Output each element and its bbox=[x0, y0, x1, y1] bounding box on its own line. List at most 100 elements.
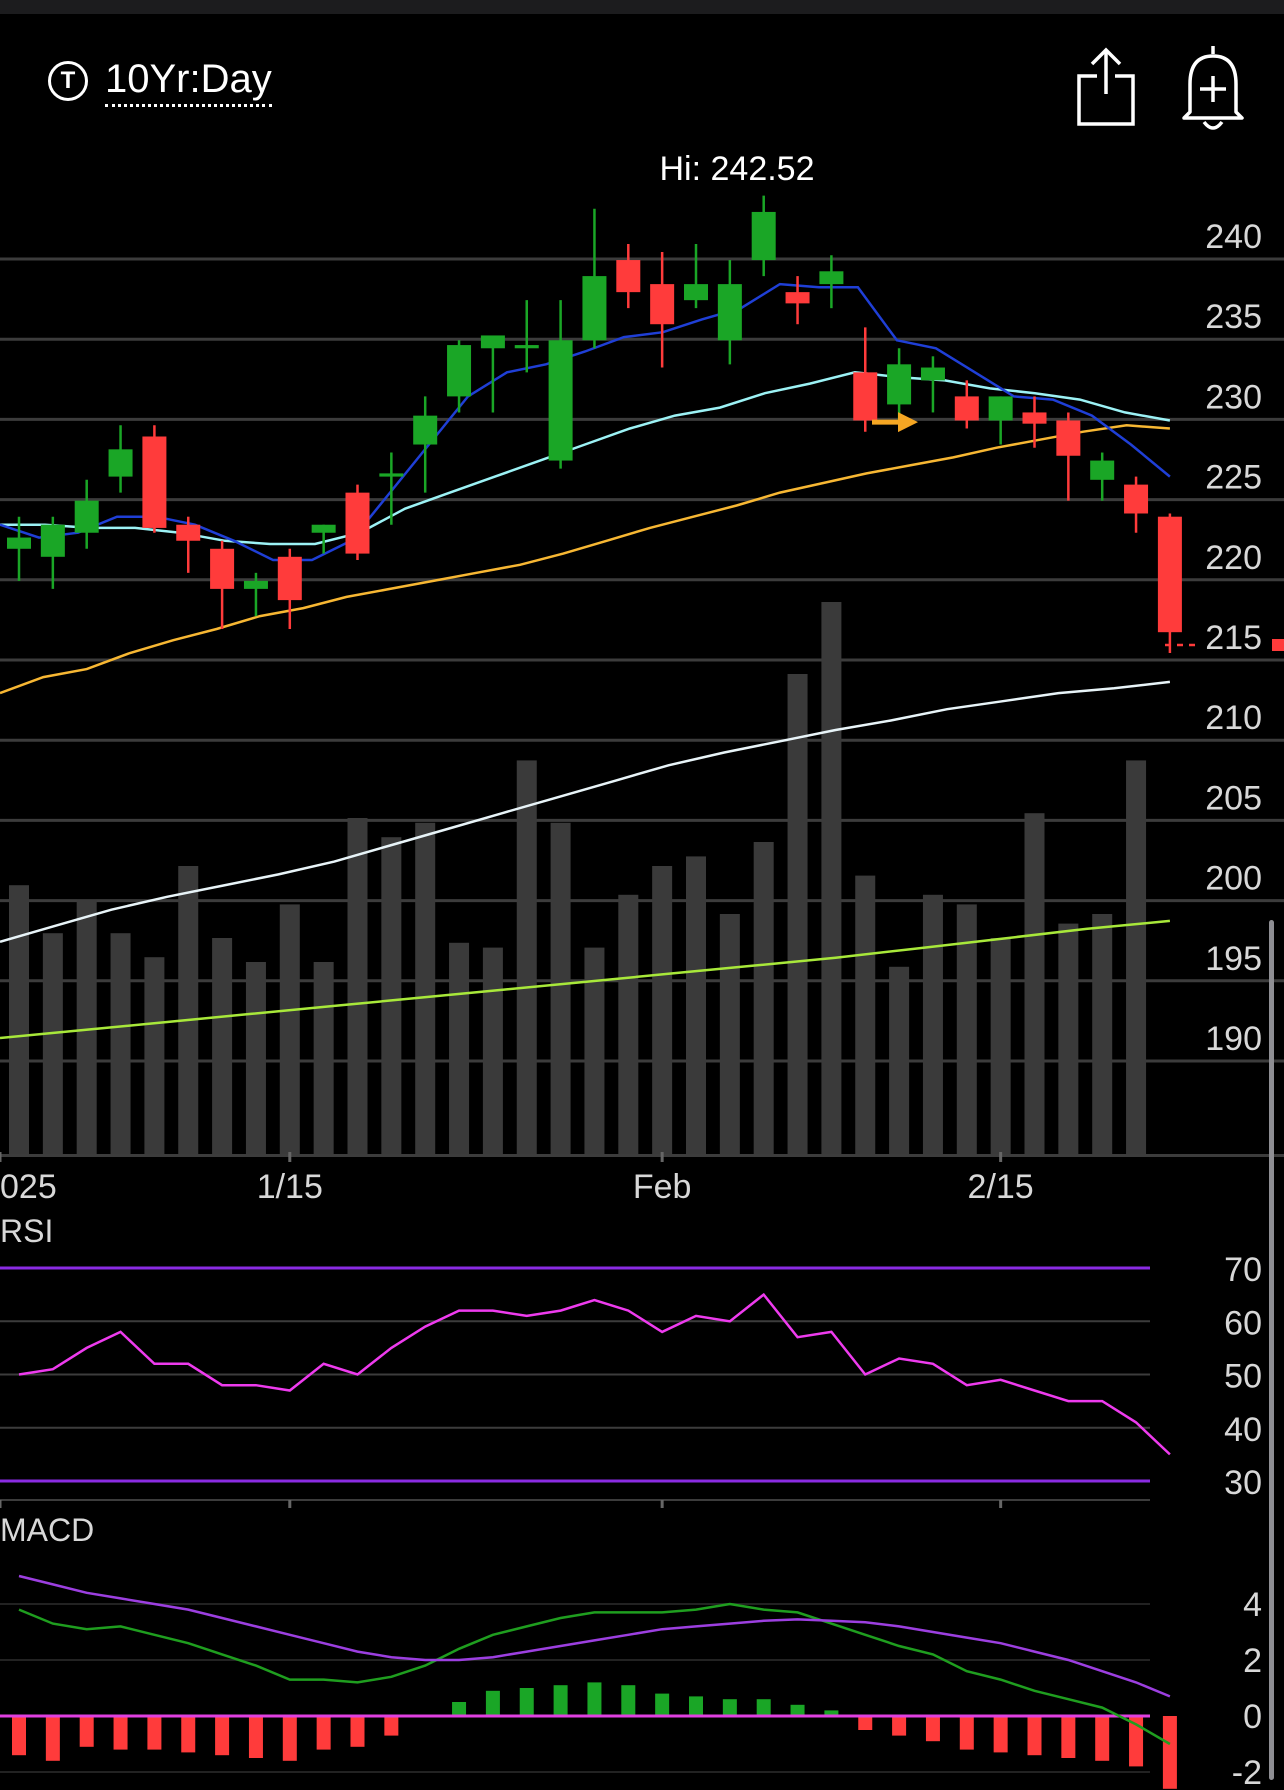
candle-body bbox=[650, 284, 675, 325]
macd-histogram-bar bbox=[12, 1716, 26, 1756]
candle bbox=[311, 524, 336, 554]
macd-histogram-bar bbox=[621, 1685, 636, 1716]
volume-bar bbox=[855, 875, 876, 1154]
price-tick-label: 215 bbox=[1205, 619, 1262, 657]
macd-histogram-bar bbox=[519, 1688, 534, 1716]
candle-body bbox=[819, 271, 844, 285]
candle bbox=[514, 300, 539, 373]
candle bbox=[887, 348, 912, 421]
candle-body bbox=[751, 211, 776, 261]
macd-histogram-bar bbox=[45, 1716, 60, 1761]
candle-body bbox=[1157, 516, 1182, 633]
volume-bar bbox=[821, 602, 842, 1154]
macd-histogram-bar bbox=[215, 1716, 230, 1756]
candle bbox=[717, 260, 742, 365]
volume-bar bbox=[42, 933, 63, 1154]
candle-body bbox=[1124, 484, 1149, 514]
candle bbox=[1056, 412, 1081, 501]
date-axis: 025 1/15 Feb 2/15 bbox=[0, 1152, 1284, 1206]
candle-body bbox=[954, 396, 979, 421]
bell-plus-icon[interactable] bbox=[1180, 42, 1246, 134]
share-icon[interactable] bbox=[1075, 46, 1137, 128]
macd-histogram-bar bbox=[756, 1699, 771, 1716]
macd-tick-label: 4 bbox=[1243, 1586, 1262, 1624]
price-tick-label: 190 bbox=[1205, 1020, 1262, 1058]
candle bbox=[243, 572, 268, 617]
volume-bar bbox=[9, 885, 29, 1154]
date-tick-label: 2/15 bbox=[968, 1168, 1034, 1206]
macd-histogram-bar bbox=[384, 1716, 399, 1736]
candle bbox=[480, 335, 505, 413]
macd-histogram-bar bbox=[350, 1716, 365, 1747]
price-tick-label: 200 bbox=[1205, 860, 1262, 898]
rsi-tick-label: 70 bbox=[1224, 1251, 1262, 1289]
macd-histogram-bar bbox=[1027, 1716, 1042, 1756]
volume-bar bbox=[482, 947, 503, 1154]
volume-bar bbox=[245, 962, 266, 1154]
macd-histogram-bar bbox=[824, 1710, 839, 1716]
candle bbox=[40, 516, 65, 589]
macd-histogram-bar bbox=[689, 1696, 703, 1716]
candle bbox=[1157, 513, 1182, 654]
candle bbox=[582, 208, 607, 349]
candle bbox=[7, 516, 31, 581]
timeframe-selector[interactable]: 10Yr:Day bbox=[105, 54, 272, 107]
chart-header: T 10Yr:Day bbox=[0, 14, 1284, 164]
price-scroll-indicator[interactable] bbox=[1269, 920, 1274, 1780]
volume-bar bbox=[652, 866, 673, 1154]
arrow-head-icon bbox=[898, 412, 918, 433]
candle-body bbox=[142, 436, 167, 528]
candle bbox=[785, 276, 810, 325]
macd-histogram-bar bbox=[959, 1716, 974, 1750]
macd-panel: MACD 4 2 0 -2 bbox=[0, 1512, 1262, 1790]
candle bbox=[176, 516, 201, 573]
candle bbox=[819, 255, 844, 309]
sma-50-line bbox=[0, 424, 1170, 695]
rsi-tick-label: 40 bbox=[1224, 1411, 1262, 1449]
price-tick-label: 225 bbox=[1205, 459, 1262, 497]
volume-bar bbox=[279, 904, 300, 1154]
volume-bar bbox=[381, 837, 402, 1154]
macd-histogram-bar bbox=[655, 1693, 670, 1716]
macd-histogram-bar bbox=[892, 1716, 907, 1736]
macd-histogram-bar bbox=[1061, 1716, 1076, 1758]
volume-bar bbox=[550, 822, 571, 1154]
candle bbox=[1124, 476, 1149, 533]
candle-body bbox=[887, 364, 912, 405]
volume-bar bbox=[144, 957, 165, 1154]
macd-histogram-bar bbox=[1129, 1716, 1144, 1767]
macd-histogram-bar bbox=[113, 1716, 128, 1750]
rsi-tick-label: 30 bbox=[1224, 1464, 1262, 1502]
candle-body bbox=[1022, 412, 1047, 424]
volume-bar bbox=[922, 894, 943, 1154]
rsi-panel: RSI 70 60 50 40 30 bbox=[0, 1213, 1262, 1508]
candlesticks[interactable] bbox=[7, 195, 1182, 654]
candle bbox=[108, 425, 133, 493]
candle bbox=[210, 540, 235, 629]
candle bbox=[616, 244, 641, 309]
volume-bar bbox=[889, 966, 910, 1154]
macd-histogram-bar bbox=[147, 1716, 162, 1750]
candle bbox=[650, 252, 675, 368]
candle bbox=[1022, 396, 1047, 448]
candle-body bbox=[277, 556, 302, 601]
candle-body bbox=[345, 492, 370, 554]
candle bbox=[988, 396, 1013, 445]
candle-body bbox=[684, 284, 708, 301]
price-tick-label: 210 bbox=[1205, 699, 1262, 737]
candle-body bbox=[920, 367, 945, 381]
macd-histogram-bar bbox=[316, 1716, 331, 1750]
candle-body bbox=[40, 524, 65, 557]
ticker-badge[interactable]: T bbox=[48, 61, 88, 101]
macd-tick-label: 2 bbox=[1243, 1642, 1262, 1680]
rsi-line bbox=[18, 1292, 1171, 1456]
moving-averages bbox=[0, 282, 1171, 1040]
macd-label: MACD bbox=[0, 1512, 94, 1548]
candle bbox=[548, 300, 573, 469]
macd-histogram-bar bbox=[248, 1716, 263, 1758]
status-bar-strip bbox=[0, 0, 1284, 14]
price-tick-label: 220 bbox=[1205, 539, 1262, 577]
volume-bar bbox=[76, 899, 97, 1154]
candle-body bbox=[853, 372, 878, 421]
